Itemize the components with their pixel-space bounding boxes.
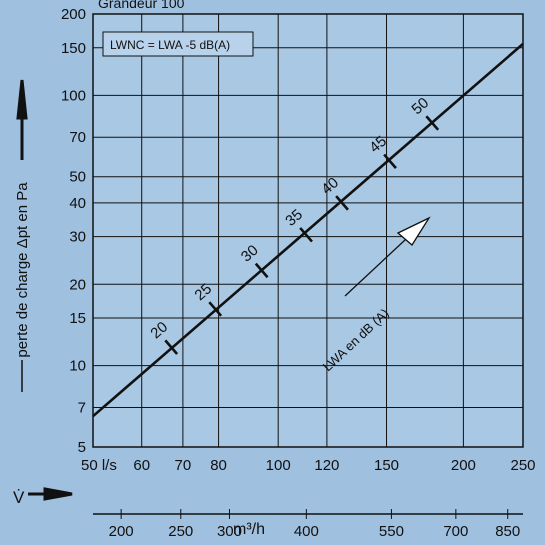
- y-tick-label-11: 200: [61, 6, 86, 23]
- x-tick-label-6: 150: [374, 457, 399, 474]
- y-tick-label-4: 20: [69, 276, 86, 293]
- annotation-box: [102, 31, 254, 57]
- x-tick-label-7: 200: [451, 457, 476, 474]
- y-tick-label-5: 30: [69, 229, 86, 246]
- x2-tick-label-0: 200: [109, 523, 134, 540]
- y-tick-label-3: 15: [69, 310, 86, 327]
- y-axis-arrow-icon: [16, 79, 28, 160]
- annotation-formula: LWNC = LWA -5 dB(A): [110, 38, 230, 52]
- x2-tick-label-2: 300: [217, 523, 242, 540]
- y-tick-label-1: 7: [78, 400, 86, 417]
- x-tick-label-0: 50 l/s: [81, 457, 117, 474]
- y-tick-labels: 5 7 10 15 20 30 40 50 70 100 150 200: [61, 6, 86, 456]
- sound-level-tick-0: [164, 339, 179, 355]
- sound-level-tick-6: [425, 115, 440, 131]
- x2-tick-label-4: 550: [379, 523, 404, 540]
- sound-level-tick-5: [383, 153, 397, 169]
- y-tick-label-2: 10: [69, 358, 86, 375]
- series-layer: [92, 42, 524, 418]
- x-tick-label-3: 80: [210, 457, 227, 474]
- x2-tick-label-5: 700: [443, 523, 468, 540]
- sound-level-tick-1: [208, 301, 223, 317]
- y-tick-label-7: 50: [69, 169, 86, 186]
- y-tick-label-0: 5: [78, 439, 86, 456]
- x2-tick-label-6: 850: [495, 523, 520, 540]
- x-tick-label-1: 60: [133, 457, 150, 474]
- series-line-0: [92, 42, 524, 418]
- x-tick-label-4: 100: [266, 457, 291, 474]
- y-axis-label: perte de charge Δpt en Pa: [14, 182, 31, 358]
- x-tick-labels: 50 l/s 60 70 80 100 120 150 200 250: [81, 457, 536, 474]
- x-tick-label-2: 70: [175, 457, 192, 474]
- x-axis-arrow-icon: [28, 487, 73, 501]
- x2-tick-label-3: 400: [294, 523, 319, 540]
- y-tick-label-9: 100: [61, 87, 86, 104]
- plot-frame: [92, 13, 524, 448]
- grid: [92, 13, 524, 448]
- x2-tick-label-1: 250: [168, 523, 193, 540]
- y-tick-label-8: 70: [69, 129, 86, 146]
- y-tick-label-6: 40: [69, 195, 86, 212]
- x2-tick-labels: 200 250 300 400 550 700 850: [109, 509, 520, 540]
- sound-level-tick-4: [335, 195, 349, 211]
- y-tick-label-10: 150: [61, 40, 86, 57]
- sound-level-tick-2: [254, 262, 269, 279]
- x-tick-label-5: 120: [314, 457, 339, 474]
- x2-axis-unit: m³/h: [233, 521, 265, 538]
- x-axis-label: V̇: [13, 488, 25, 507]
- sound-level-tick-3: [299, 227, 313, 243]
- x-tick-label-8: 250: [510, 457, 535, 474]
- chart-title: Grandeur 100: [98, 0, 185, 11]
- direction-arrowhead-icon: [396, 216, 431, 246]
